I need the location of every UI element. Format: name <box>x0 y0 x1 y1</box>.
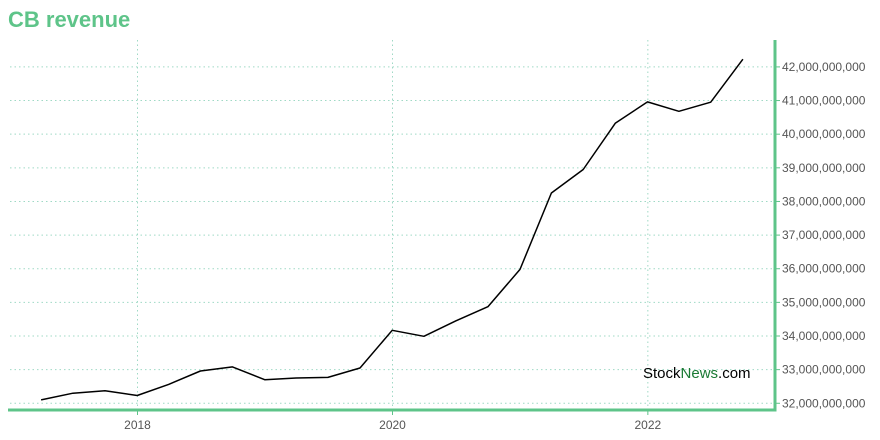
data-point <box>677 109 681 113</box>
chart-title: CB revenue <box>8 7 131 32</box>
data-point <box>486 305 490 309</box>
data-point <box>581 168 585 172</box>
data-point <box>263 378 267 382</box>
y-tick-label: 37,000,000,000 <box>782 228 866 242</box>
y-tick-label: 32,000,000,000 <box>782 396 866 410</box>
x-tick-label: 2018 <box>124 418 151 432</box>
grid-layer <box>10 40 775 410</box>
watermark-stock: Stock <box>643 365 681 382</box>
data-point <box>294 376 298 380</box>
data-point <box>422 334 426 338</box>
data-point <box>135 394 139 398</box>
label-layer: 32,000,000,000 33,000,000,000 34,000,000,0… <box>124 60 866 432</box>
y-tick-label: 38,000,000,000 <box>782 194 866 208</box>
data-point <box>613 121 617 125</box>
series-layer <box>39 57 745 402</box>
data-point <box>741 57 745 61</box>
data-point <box>231 365 235 369</box>
data-point <box>71 391 75 395</box>
y-tick-label: 40,000,000,000 <box>782 127 866 141</box>
data-point <box>198 369 202 373</box>
data-point <box>454 319 458 323</box>
data-point <box>103 389 107 393</box>
y-tick-label: 34,000,000,000 <box>782 329 866 343</box>
data-point <box>549 191 553 195</box>
data-point <box>518 267 522 271</box>
y-tick-label: 41,000,000,000 <box>782 94 866 108</box>
x-tick-label: 2020 <box>379 418 406 432</box>
y-tick-label: 33,000,000,000 <box>782 363 866 377</box>
y-tick-label: 39,000,000,000 <box>782 161 866 175</box>
y-tick-label: 36,000,000,000 <box>782 262 866 276</box>
y-tick-label: 35,000,000,000 <box>782 295 866 309</box>
x-tick-label: 2022 <box>634 418 661 432</box>
data-point <box>390 328 394 332</box>
revenue-series-line <box>40 58 744 401</box>
data-point <box>646 100 650 104</box>
axis-layer <box>8 40 780 415</box>
watermark-dotcom: .com <box>718 365 751 382</box>
data-point <box>167 382 171 386</box>
data-point <box>358 366 362 370</box>
watermark-news: News <box>680 365 719 382</box>
data-point <box>39 398 43 402</box>
data-point <box>709 100 713 104</box>
stocknews-watermark: StockNews.com <box>643 365 751 382</box>
y-tick-label: 42,000,000,000 <box>782 60 866 74</box>
data-point <box>326 375 330 379</box>
